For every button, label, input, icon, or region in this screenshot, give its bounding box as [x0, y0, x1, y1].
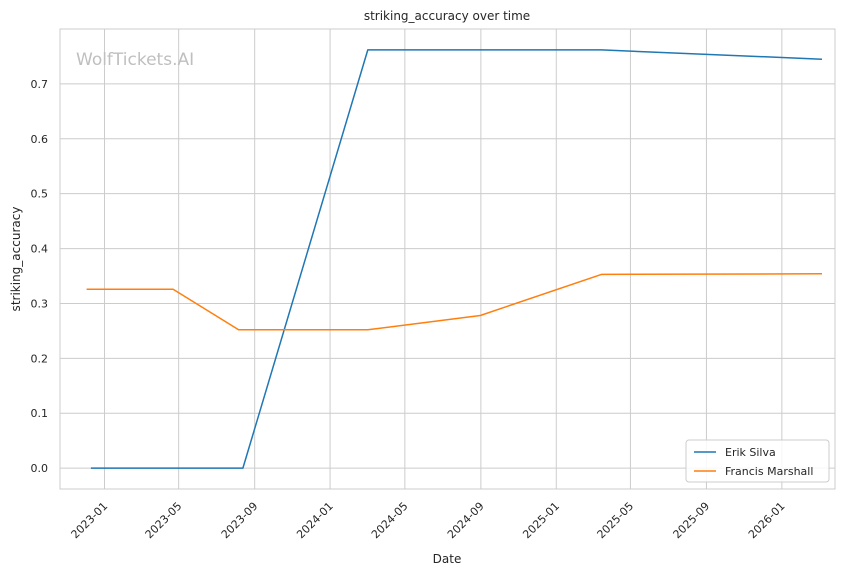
series-lines — [86, 49, 823, 469]
grid — [60, 29, 835, 489]
watermark: WolfTickets.AI — [76, 50, 194, 70]
x-axis-title: Date — [433, 552, 462, 566]
y-tick-label: 0.3 — [31, 297, 49, 310]
series-line-1 — [86, 273, 823, 331]
y-tick-label: 0.6 — [31, 133, 49, 146]
y-tick-label: 0.5 — [31, 188, 49, 201]
legend: Erik Silva Francis Marshall — [685, 439, 830, 483]
chart-title: striking_accuracy over time — [364, 9, 530, 23]
y-axis-ticks: 0.0 0.1 0.2 0.3 0.4 0.5 0.6 0.7 — [31, 78, 49, 475]
legend-label: Erik Silva — [725, 446, 776, 459]
plot-frame — [59, 28, 836, 490]
y-tick-label: 0.4 — [31, 243, 49, 256]
legend-label: Francis Marshall — [725, 465, 813, 478]
y-tick-label: 0.2 — [31, 352, 49, 365]
series-line-0 — [90, 49, 823, 469]
y-axis-title: striking_accuracy — [9, 207, 23, 312]
y-tick-label: 0.1 — [31, 407, 49, 420]
y-tick-label: 0.0 — [31, 462, 49, 475]
y-tick-label: 0.7 — [31, 78, 49, 91]
legend-box — [685, 439, 830, 483]
